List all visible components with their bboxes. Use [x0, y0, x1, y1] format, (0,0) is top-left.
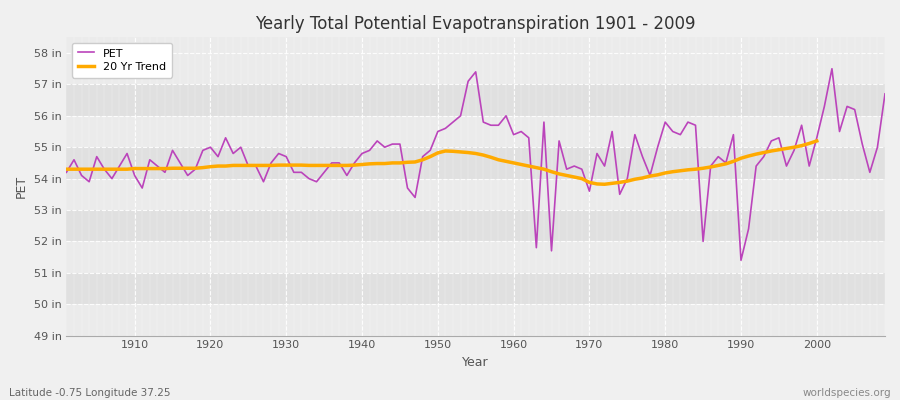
Bar: [67, 210, 885, 241]
Bar: [67, 179, 885, 210]
Text: worldspecies.org: worldspecies.org: [803, 388, 891, 398]
Title: Yearly Total Potential Evapotranspiration 1901 - 2009: Yearly Total Potential Evapotranspiratio…: [256, 15, 696, 33]
X-axis label: Year: Year: [463, 356, 489, 369]
Y-axis label: PET: PET: [15, 175, 28, 198]
PET: [334, 160, 345, 165]
20 Yr Trend: [508, 160, 519, 165]
PET: [508, 132, 519, 137]
PET: [826, 66, 837, 71]
Bar: [67, 241, 885, 273]
20 Yr Trend: [61, 167, 72, 172]
Bar: [67, 53, 885, 84]
PET: [500, 114, 511, 118]
Bar: [67, 84, 885, 116]
Bar: [67, 304, 885, 336]
PET: [61, 170, 72, 175]
Line: PET: PET: [67, 69, 885, 260]
Legend: PET, 20 Yr Trend: PET, 20 Yr Trend: [72, 43, 172, 78]
20 Yr Trend: [759, 150, 769, 155]
20 Yr Trend: [599, 182, 610, 187]
PET: [599, 164, 610, 168]
20 Yr Trend: [781, 146, 792, 151]
Bar: [67, 116, 885, 147]
Bar: [67, 147, 885, 179]
Text: Latitude -0.75 Longitude 37.25: Latitude -0.75 Longitude 37.25: [9, 388, 170, 398]
PET: [122, 151, 132, 156]
PET: [879, 92, 890, 96]
PET: [288, 170, 299, 175]
20 Yr Trend: [235, 163, 246, 168]
20 Yr Trend: [205, 164, 216, 169]
Bar: [67, 273, 885, 304]
20 Yr Trend: [447, 149, 458, 154]
Line: 20 Yr Trend: 20 Yr Trend: [67, 141, 817, 184]
20 Yr Trend: [812, 138, 823, 143]
PET: [735, 258, 746, 263]
